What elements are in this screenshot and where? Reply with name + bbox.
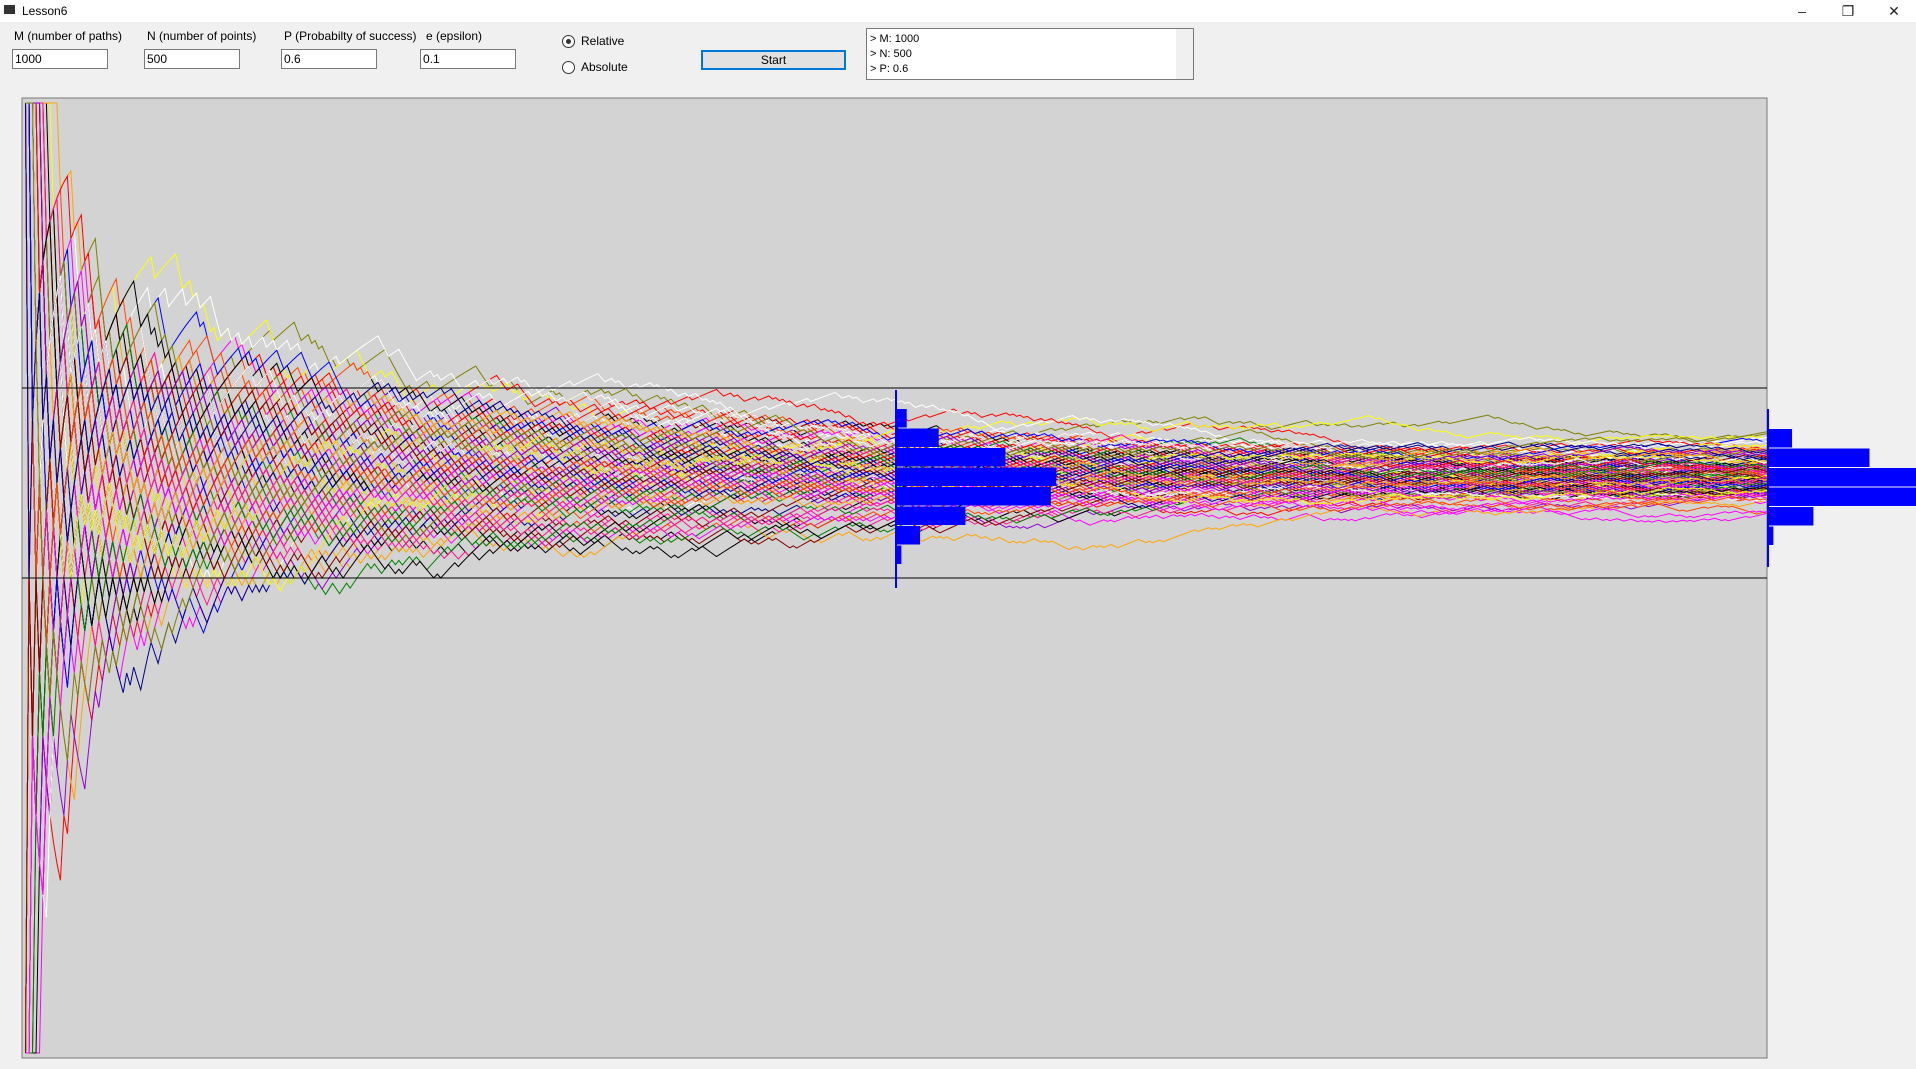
log-line: > M: 1000 <box>870 33 920 45</box>
start-button[interactable]: Start <box>701 50 846 70</box>
text-input[interactable]: 0.6 <box>281 49 377 69</box>
radio-absolute[interactable]: Absolute <box>562 60 628 75</box>
histogram-bar <box>1768 468 1916 487</box>
title-bar: Lesson6 – ❐ ✕ <box>0 0 1916 22</box>
histogram-bar <box>1768 487 1916 506</box>
maximize-button[interactable]: ❐ <box>1841 3 1855 19</box>
field-label: M (number of paths) <box>14 29 123 43</box>
app-icon <box>4 5 15 14</box>
histograms <box>895 390 1916 588</box>
scrollbar[interactable] <box>1176 29 1193 79</box>
histogram-bar <box>1768 507 1814 526</box>
text-input[interactable]: 1000 <box>12 49 108 69</box>
log-line: > N: 500 <box>870 48 912 60</box>
histogram-bar <box>896 526 921 545</box>
histogram-bar <box>896 545 902 564</box>
histogram-bar <box>896 487 1051 506</box>
text-input[interactable]: 0.1 <box>420 49 516 69</box>
radio-dot <box>562 35 575 49</box>
field-label: N (number of points) <box>147 29 257 43</box>
log-line: > P: 0.6 <box>870 63 909 75</box>
histogram-bar <box>1768 526 1774 545</box>
histogram-bar <box>1768 448 1870 467</box>
histogram-bar <box>1768 429 1793 448</box>
histogram-bar <box>896 467 1057 486</box>
window-title: Lesson6 <box>22 4 68 18</box>
histogram-bar <box>896 448 1006 467</box>
text-input[interactable]: 500 <box>144 49 240 69</box>
field-label: e (epsilon) <box>426 29 483 43</box>
histogram-bar <box>896 428 939 447</box>
field-label: P (Probabilty of success) <box>284 29 417 43</box>
log-box[interactable]: > M: 1000 > N: 500 > P: 0.6 <box>866 28 1194 80</box>
minimize-button[interactable]: – <box>1798 3 1806 19</box>
histogram-bar <box>896 409 907 428</box>
histogram-bar <box>896 506 966 525</box>
radio-relative[interactable]: Relative <box>562 34 625 49</box>
radio-label: Absolute <box>581 60 628 74</box>
radio-dot <box>562 61 575 75</box>
radio-label: Relative <box>581 34 625 48</box>
close-button[interactable]: ✕ <box>1888 3 1900 19</box>
